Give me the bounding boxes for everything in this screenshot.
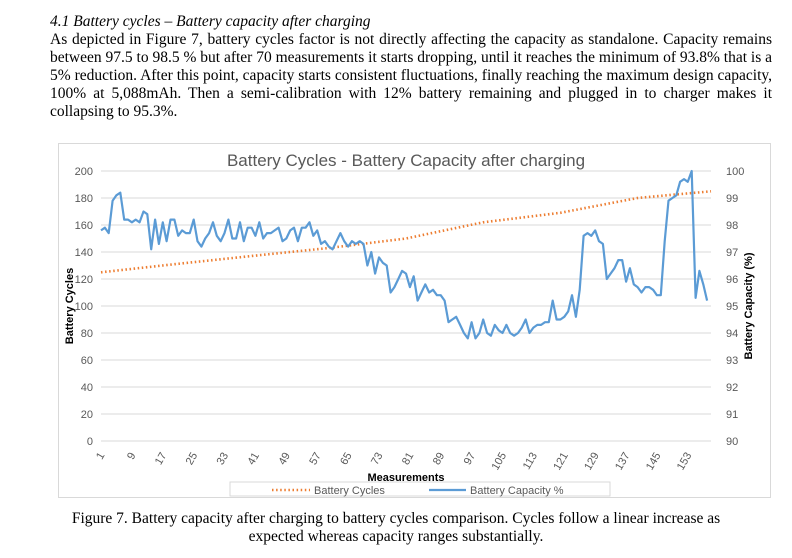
x-tick-label: 129: [582, 451, 602, 473]
y-right-tick-label: 96: [726, 274, 738, 286]
x-tick-label: 49: [276, 451, 293, 468]
y-right-tick-label: 93: [726, 355, 738, 367]
y-right-tick-label: 90: [726, 436, 738, 448]
y-left-tick-label: 20: [81, 409, 93, 421]
figure-caption: Figure 7. Battery capacity after chargin…: [0, 510, 792, 546]
y-left-tick-label: 180: [75, 193, 93, 205]
y-right-tick-label: 95: [726, 301, 738, 313]
y-left-tick-label: 60: [81, 355, 93, 367]
x-tick-label: 73: [369, 451, 386, 468]
legend-box: [229, 481, 611, 497]
x-tick-label: 25: [184, 451, 201, 468]
y-left-tick-label: 160: [75, 220, 93, 232]
x-tick-label: 89: [431, 451, 448, 468]
x-tick-label: 17: [153, 451, 170, 468]
chart-frame: 0 20 40 60 80 100 120 140 160 180 200 90 91 92 93 94 95 9…: [58, 143, 771, 498]
caption-line-1: Figure 7. Battery capacity after chargin…: [71, 510, 721, 527]
x-tick-label: 41: [246, 451, 263, 468]
x-tick-label: 105: [490, 451, 510, 473]
x-tick-label: 57: [307, 451, 324, 468]
y-right-tick-label: 92: [726, 382, 738, 394]
legend-label-cycles: Battery Cycles: [314, 485, 385, 497]
x-tick-label: 65: [338, 451, 355, 468]
series-battery-capacity-line: [100, 169, 709, 340]
x-axis-label: Measurements: [367, 472, 444, 484]
y-left-tick-label: 100: [75, 301, 93, 313]
series-battery-cycles-line: [100, 190, 712, 274]
x-tick-label: 121: [551, 451, 571, 473]
x-tick-label: 137: [613, 451, 633, 473]
y-left-tick-label: 200: [75, 166, 93, 178]
legend-label-capacity: Battery Capacity %: [470, 485, 564, 497]
x-tick-label: 81: [400, 451, 417, 468]
section-paragraph: As depicted in Figure 7, battery cycles …: [50, 31, 772, 120]
y-left-axis-label: Battery Cycles: [64, 268, 76, 344]
x-tick-label: 33: [215, 451, 232, 468]
x-tick-label: 9: [125, 451, 138, 462]
y-right-tick-label: 91: [726, 409, 738, 421]
y-right-tick-label: 99: [726, 193, 738, 205]
y-right-axis-label: Battery Capacity (%): [743, 252, 755, 359]
y-right-tick-label: 94: [726, 328, 738, 340]
section-heading: 4.1 Battery cycles – Battery capacity af…: [50, 13, 371, 30]
y-right-tick-label: 100: [726, 166, 744, 178]
caption-line-2: expected whereas capacity ranges substan…: [248, 528, 544, 545]
y-left-tick-label: 120: [75, 274, 93, 286]
y-left-tick-label: 80: [81, 328, 93, 340]
y-right-tick-label: 97: [726, 247, 738, 259]
y-left-tick-label: 0: [87, 436, 93, 448]
y-left-tick-label: 40: [81, 382, 93, 394]
x-tick-label: 1: [94, 451, 107, 462]
x-tick-label: 97: [462, 451, 479, 468]
chart-title: Battery Cycles - Battery Capacity after …: [227, 151, 585, 170]
line-chart: 0204060801001201401601802009091929394959…: [64, 151, 755, 497]
x-tick-label: 113: [521, 451, 540, 472]
y-right-tick-label: 98: [726, 220, 738, 232]
x-tick-label: 153: [675, 451, 695, 473]
x-tick-label: 145: [644, 451, 664, 473]
y-left-tick-label: 140: [75, 247, 93, 259]
